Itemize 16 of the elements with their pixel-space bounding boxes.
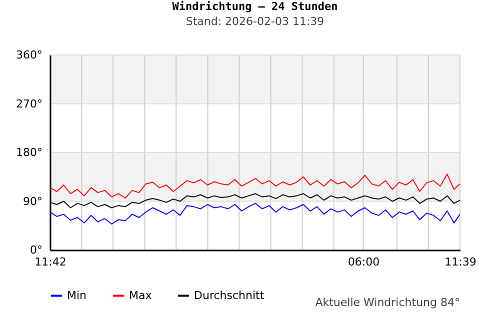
y-tick-label: 0° xyxy=(30,244,42,256)
y-tick-label: 360° xyxy=(16,48,42,62)
y-tick-label: 180° xyxy=(16,146,42,159)
x-tick-label: 11:42 xyxy=(34,256,66,268)
y-tick-label: 270° xyxy=(16,97,42,110)
y-tick-label: 90° xyxy=(23,194,42,208)
line-series xyxy=(50,174,460,198)
chart-subtitle: Stand: 2026-02-03 11:39 xyxy=(186,15,324,28)
line-series xyxy=(50,202,460,224)
legend-label: Min xyxy=(67,288,87,302)
text: Aktuelle Windrichtung 84° xyxy=(315,296,460,309)
x-tick-label: 06:00 xyxy=(348,256,380,268)
legend-label: Durchschnitt xyxy=(194,288,265,302)
chart-title: Windrichtung – 24 Stunden xyxy=(172,0,338,13)
legend-label: Max xyxy=(129,288,152,302)
x-tick-label: 11:39 xyxy=(444,256,476,268)
